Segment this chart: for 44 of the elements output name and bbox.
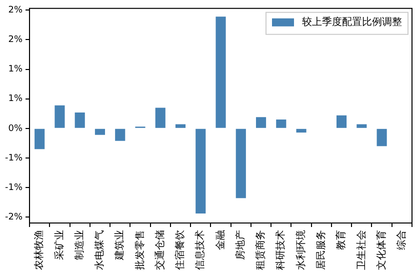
bar xyxy=(94,128,106,135)
bar xyxy=(256,117,266,128)
x-tick-label: 综合 xyxy=(396,230,408,250)
x-tick-label: 文化体育 xyxy=(375,230,388,270)
x-tick-label: 制造业 xyxy=(73,230,86,260)
bar xyxy=(196,128,206,214)
bar xyxy=(216,16,226,128)
bar xyxy=(236,128,246,198)
bar xyxy=(155,108,166,128)
x-tick-label: 交通仓储 xyxy=(154,230,166,270)
y-tick-label: 1% xyxy=(8,94,23,104)
x-tick-label: 住宿餐饮 xyxy=(174,230,186,270)
bar xyxy=(356,124,367,128)
bar xyxy=(296,128,306,133)
bar xyxy=(34,128,45,150)
bar xyxy=(175,124,186,128)
y-tick-label: 0% xyxy=(8,124,23,134)
bar xyxy=(54,105,65,128)
bar xyxy=(74,112,85,128)
x-tick-label: 卫生社会 xyxy=(355,230,368,270)
y-tick-label: -1% xyxy=(4,153,23,164)
bar xyxy=(336,115,347,128)
bar xyxy=(115,128,126,141)
y-tick-label: 2% xyxy=(8,35,23,46)
x-tick-label: 建筑业 xyxy=(114,230,126,261)
y-tick-label: -1% xyxy=(4,182,23,193)
x-tick-label: 科研技术 xyxy=(274,230,287,270)
x-tick-label: 水利环境 xyxy=(294,230,307,270)
x-tick-label: 批发零售 xyxy=(134,230,146,270)
y-tick-label: -2% xyxy=(4,212,23,222)
x-tick-label: 房地产 xyxy=(234,230,246,260)
x-tick-label: 居民服务 xyxy=(315,230,328,270)
x-tick-label: 采矿业 xyxy=(53,230,66,260)
x-tick-label: 教育 xyxy=(335,230,348,250)
x-tick-label: 水电煤气 xyxy=(94,230,106,270)
x-tick-label: 农林牧渔 xyxy=(33,230,46,270)
y-tick-label: 1% xyxy=(8,64,23,75)
x-tick-label: 金融 xyxy=(214,230,226,250)
x-tick-label: 租赁商务 xyxy=(254,230,267,270)
bar xyxy=(376,128,387,146)
y-tick-label: 2% xyxy=(8,6,23,16)
bar xyxy=(276,120,286,128)
x-tick-label: 信息技术 xyxy=(194,230,206,270)
legend-label: 较上季度配置比例调整 xyxy=(302,16,402,28)
